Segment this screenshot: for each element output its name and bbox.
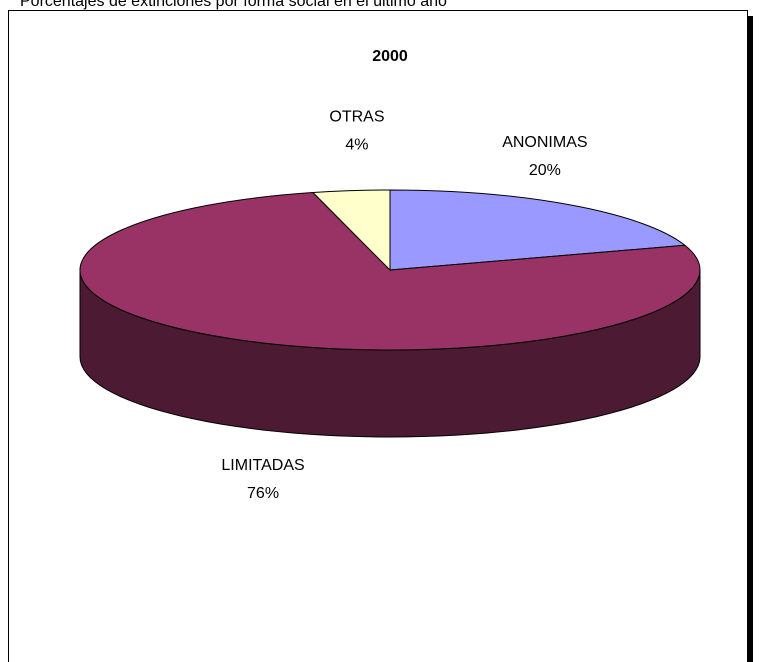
pie-slice [311, 189, 391, 272]
slice-value-label: 4% [345, 136, 368, 153]
slice-label: OTRAS [329, 108, 384, 125]
pie-slice [389, 189, 687, 271]
chart-caption: Porcentajes de extinciones por forma soc… [20, 0, 447, 10]
slice-label: ANONIMAS [502, 134, 587, 151]
chart-title: 2000 [372, 48, 408, 65]
slice-value-label: 20% [529, 162, 561, 179]
slice-value-label: 76% [247, 485, 279, 502]
frame-shadow [748, 16, 753, 662]
slice-label: LIMITADAS [221, 457, 304, 474]
pie-slice [79, 191, 701, 351]
